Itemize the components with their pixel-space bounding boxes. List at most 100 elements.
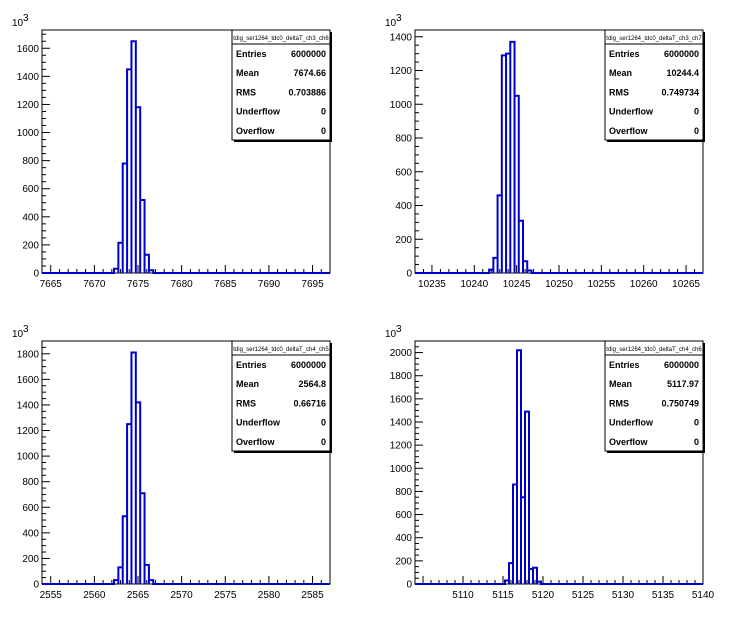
x-tick-label: 2580: [258, 590, 281, 601]
y-multiplier-label: 10: [385, 329, 397, 340]
x-tick-label: 7665: [40, 279, 63, 290]
stats-label: Overflow: [236, 126, 276, 136]
x-tick-label: 2570: [171, 590, 194, 601]
stats-label: Overflow: [609, 437, 649, 447]
stats-value: 0.749734: [661, 87, 699, 97]
stats-box: tdig_ser1264_tdc0_deltaT_ch3_ch7 Entries 6…: [604, 29, 705, 142]
stats-label: Entries: [236, 360, 267, 370]
x-tick-label: 2575: [214, 590, 237, 601]
y-tick-label: 0: [33, 580, 39, 591]
histogram-panel-3: 0 200 400 600 800 1000 1200 1400 1600 1800 10 3 2555…: [12, 324, 332, 601]
y-tick-label: 1400: [390, 418, 413, 429]
x-tick-label: 5135: [652, 590, 675, 601]
y-tick-label: 1600: [390, 394, 413, 405]
y-tick-label: 1000: [390, 100, 413, 111]
y-multiplier-exponent: 3: [396, 13, 402, 24]
y-tick-label: 600: [22, 503, 39, 514]
stats-value: 6000000: [664, 360, 699, 370]
y-tick-label: 600: [395, 167, 412, 178]
histogram-outline: [42, 40, 330, 274]
stats-value: 0: [694, 126, 699, 136]
y-tick-label: 400: [22, 528, 39, 539]
stats-value: 0: [321, 107, 326, 117]
x-tick-label: 7670: [83, 279, 106, 290]
y-tick-label: 400: [395, 533, 412, 544]
y-tick-label: 400: [22, 212, 39, 223]
stats-label: Mean: [609, 68, 632, 78]
x-tick-label: 5120: [532, 590, 555, 601]
y-tick-label: 200: [395, 556, 412, 567]
stats-value: 10244.4: [666, 68, 699, 78]
x-tick-label: 10265: [672, 279, 700, 290]
stats-box-shadow: [330, 32, 332, 142]
x-tick-label: 2560: [83, 590, 106, 601]
x-tick-label: 2585: [301, 590, 324, 601]
stats-box-shadow: [607, 140, 705, 142]
stats-label: Entries: [236, 49, 267, 59]
stats-box-frame: [604, 29, 704, 141]
stats-box: tdig_ser1264_tdc0_deltaT_ch3_ch6 Entries 6…: [231, 29, 332, 142]
stats-label: RMS: [236, 87, 256, 97]
y-tick-label: 200: [395, 235, 412, 246]
y-tick-label: 1200: [390, 441, 413, 452]
stats-label: Mean: [236, 379, 259, 389]
stats-box-shadow: [703, 32, 705, 142]
stats-box-frame: [604, 340, 704, 452]
y-tick-label: 1000: [17, 128, 40, 139]
y-tick-label: 1600: [17, 44, 40, 55]
y-tick-label: 0: [406, 580, 412, 591]
stats-value: 0.750749: [661, 398, 699, 408]
stats-box-frame: [231, 29, 331, 141]
stats-label: Underflow: [236, 418, 281, 428]
stats-value: 0: [694, 418, 699, 428]
y-tick-label: 2000: [390, 348, 413, 359]
y-tick-label: 1000: [17, 452, 40, 463]
x-tick-label: 5125: [572, 590, 595, 601]
stats-label: Underflow: [609, 107, 654, 117]
x-tick-label: 10250: [545, 279, 573, 290]
histogram-outline: [42, 351, 330, 585]
y-tick-label: 1800: [17, 349, 40, 360]
histogram-title: tdig_ser1264_tdc0_deltaT_ch4_ch5: [233, 347, 329, 353]
y-tick-label: 800: [395, 487, 412, 498]
y-tick-label: 1200: [17, 426, 40, 437]
x-tick-label: 5110: [452, 590, 474, 601]
x-tick-label: 2565: [127, 590, 150, 601]
y-multiplier-exponent: 3: [396, 324, 402, 335]
stats-box: tdig_ser1264_tdc0_deltaT_ch4_ch5 Entries 6…: [231, 340, 332, 453]
x-tick-label: 7675: [127, 279, 150, 290]
y-tick-label: 1800: [390, 371, 413, 382]
stats-label: Overflow: [609, 126, 649, 136]
y-multiplier-label: 10: [385, 18, 397, 29]
y-tick-label: 1200: [390, 66, 413, 77]
x-tick-label: 5115: [492, 590, 514, 601]
histogram-panel-1: 0 200 400 600 800 1000 1200 1400 1600 10 3 7665 7670…: [12, 13, 332, 290]
stats-box-shadow: [330, 343, 332, 453]
y-tick-label: 1400: [17, 72, 40, 83]
stats-value: 6000000: [664, 49, 699, 59]
y-tick-label: 0: [406, 269, 412, 280]
stats-value: 6000000: [291, 360, 326, 370]
stats-label: RMS: [609, 398, 629, 408]
stats-value: 7674.66: [293, 68, 326, 78]
stats-value: 0: [694, 107, 699, 117]
stats-label: Overflow: [236, 437, 276, 447]
stats-value: 2564.8: [298, 379, 326, 389]
stats-box-shadow: [703, 343, 705, 453]
y-tick-label: 800: [22, 477, 39, 488]
stats-box-shadow: [234, 451, 332, 453]
y-tick-label: 1600: [17, 375, 40, 386]
y-tick-label: 200: [22, 554, 39, 565]
y-tick-label: 1400: [17, 400, 40, 411]
y-multiplier-exponent: 3: [23, 324, 29, 335]
histogram-title: tdig_ser1264_tdc0_deltaT_ch3_ch6: [233, 36, 329, 42]
x-tick-label: 10245: [503, 279, 531, 290]
histogram-title: tdig_ser1264_tdc0_deltaT_ch3_ch7: [606, 36, 702, 42]
stats-value: 0.66716: [293, 398, 326, 408]
y-tick-label: 600: [395, 510, 412, 521]
histogram-title: tdig_ser1264_tdc0_deltaT_ch4_ch6: [606, 347, 702, 353]
stats-value: 0.703886: [288, 87, 326, 97]
histogram-outline: [415, 349, 703, 585]
x-tick-label: 7685: [214, 279, 237, 290]
y-tick-label: 600: [22, 184, 39, 195]
